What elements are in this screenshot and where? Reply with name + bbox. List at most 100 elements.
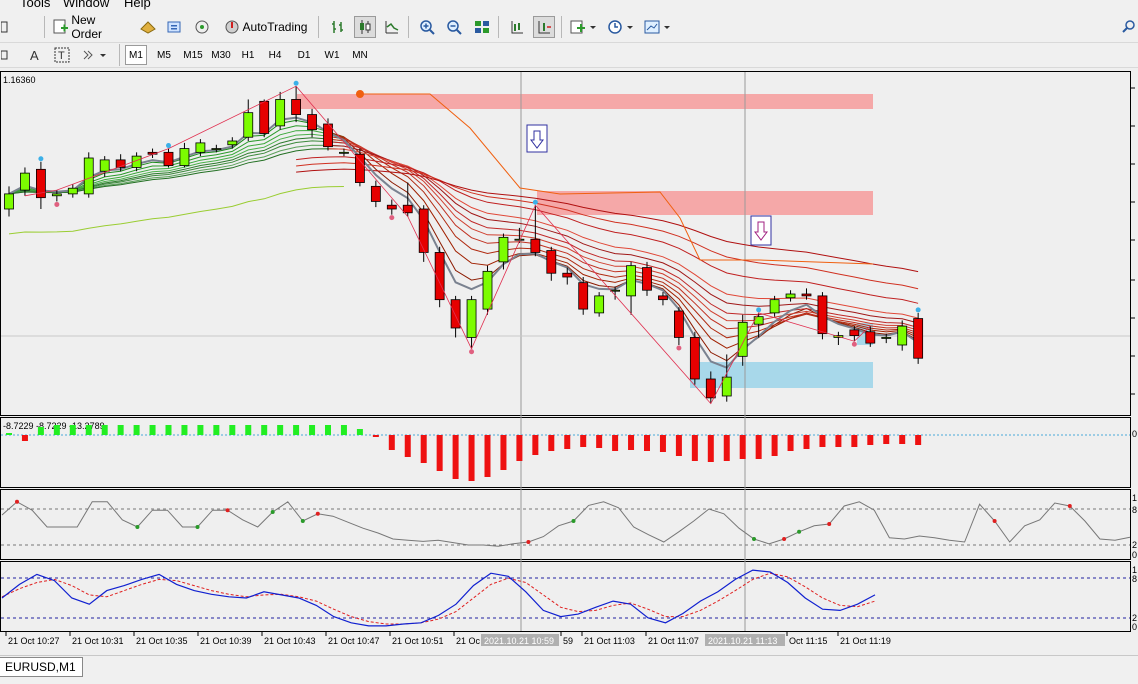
macd-bar: [6, 433, 12, 435]
timeframe-m15[interactable]: M15: [183, 49, 203, 61]
text-label-tool-icon[interactable]: T: [51, 44, 73, 66]
bull-candle: [99, 159, 110, 172]
terminal-icon[interactable]: [164, 16, 186, 38]
sell-arrow-icon-2: [750, 215, 772, 246]
bull-candle: [20, 172, 30, 191]
ma-ribbon-green-line: [8, 148, 344, 195]
bull-candle: [83, 157, 94, 195]
macd-values-label: -8.7229 -8.7229 -13.2789: [3, 421, 105, 431]
autotrading-button[interactable]: AutoTrading: [219, 16, 312, 38]
macd-bar: [340, 425, 347, 435]
crosshair-time-1: 2021.10.21 10:59: [484, 636, 554, 646]
crosshair-time-2: 2021.10.21 11:13: [708, 636, 777, 646]
oscillator-signal-dot: [270, 510, 275, 514]
expert-advisors-icon[interactable]: [137, 16, 159, 38]
line-chart-icon[interactable]: [381, 16, 403, 38]
time-axis-label: 21 Oct 10:39: [200, 636, 252, 646]
macd-bar: [532, 435, 539, 455]
bull-candle: [275, 99, 286, 127]
arrows-dropdown-icon[interactable]: [78, 44, 112, 66]
swing-point-marker: [532, 199, 538, 205]
macd-bar: [803, 435, 810, 449]
macd-bar: [899, 435, 906, 444]
macd-bar: [21, 435, 28, 441]
text-tool-icon[interactable]: A: [24, 44, 46, 66]
chart-canvas[interactable]: 1.16360 -8.7229 -8.7229 -13.2789 0 1 8 2…: [0, 68, 1138, 655]
macd-bar: [707, 435, 714, 462]
indicator-overlays: [24, 80, 921, 405]
rectangle-tool-icon[interactable]: [0, 44, 10, 66]
bear-candle: [450, 299, 461, 329]
bull-candle: [785, 293, 796, 299]
timeframe-d1[interactable]: D1: [297, 49, 311, 61]
macd-histogram: [6, 425, 922, 481]
macd-bar: [787, 435, 794, 451]
bear-candle: [291, 99, 302, 115]
timeframe-mn[interactable]: MN: [352, 49, 368, 61]
chart-tab-eurusd[interactable]: EURUSD,M1: [0, 657, 83, 677]
swing-point-marker: [915, 307, 921, 313]
svg-text:0: 0: [1132, 429, 1137, 439]
new-order-icon: [53, 19, 68, 34]
bear-candle: [658, 295, 668, 301]
bear-candle: [546, 250, 557, 274]
auto-scroll-icon[interactable]: [533, 16, 555, 38]
bull-candle: [179, 148, 190, 166]
menu-window[interactable]: Window: [63, 0, 110, 10]
chart-window[interactable]: 1.16360 -8.7229 -8.7229 -13.2789 0 1 8 2…: [0, 68, 1138, 655]
zoom-out-icon[interactable]: [443, 16, 465, 38]
tile-windows-icon[interactable]: [471, 16, 493, 38]
bull-candle: [514, 238, 525, 241]
search-icon[interactable]: [1120, 16, 1138, 38]
new-order-button[interactable]: New Order: [49, 13, 131, 41]
bar-chart-icon[interactable]: [327, 16, 349, 38]
bear-candle: [402, 204, 413, 214]
timeframe-m5[interactable]: M5: [157, 49, 171, 61]
macd-bar: [452, 435, 459, 479]
bear-candle: [705, 378, 716, 399]
menu-help[interactable]: Help: [124, 0, 151, 10]
zoom-in-icon[interactable]: [416, 16, 438, 38]
bull-candle: [339, 151, 349, 154]
oscillator-signal-dot: [1067, 504, 1072, 508]
macd-bar: [197, 425, 204, 435]
svg-text:0: 0: [1132, 622, 1137, 632]
zigzag-line: [24, 85, 871, 405]
time-axis-label: 21 Oct 10:51: [392, 636, 444, 646]
indicators-dropdown-icon[interactable]: [568, 16, 600, 38]
time-axis: 21 Oct 10:27 21 Oct 10:31 21 Oct 10:35 21 O…: [5, 632, 891, 646]
chart-shift-icon[interactable]: [506, 16, 528, 38]
crosshair-time-box-1: [481, 634, 559, 646]
macd-bar: [851, 435, 858, 447]
signals-icon[interactable]: [191, 16, 213, 38]
macd-bar: [819, 435, 826, 447]
macd-bar: [213, 425, 220, 435]
time-axis-label: 21 Oct 11:07: [648, 636, 699, 646]
resistance-zone-top: [297, 94, 873, 109]
periods-dropdown-icon[interactable]: [605, 16, 637, 38]
macd-bar: [612, 435, 619, 451]
macd-bar: [644, 435, 650, 451]
bear-candle: [674, 310, 684, 338]
svg-text:A: A: [30, 48, 39, 63]
macd-bar: [356, 429, 363, 435]
time-axis-label: 21 Oct 10:47: [328, 636, 380, 646]
templates-dropdown-icon[interactable]: [642, 16, 674, 38]
timeframe-m30[interactable]: M30: [211, 49, 231, 61]
toolbar-edge-icon[interactable]: [0, 16, 10, 38]
line-studies-toolbar: A T M1 M5 M15 M30 H1 H4 D1 W1 MN: [0, 43, 1138, 68]
menu-tools[interactable]: Tools: [20, 0, 51, 10]
oscillator-signal-dot: [315, 511, 320, 516]
timeframe-m1[interactable]: M1: [125, 45, 147, 65]
candlestick-chart-icon[interactable]: [354, 16, 376, 38]
timeframe-w1[interactable]: W1: [324, 49, 340, 61]
time-axis-label: 21 Oct 11:03: [584, 636, 635, 646]
bull-candle: [753, 316, 764, 325]
ma-slow-line: [296, 162, 919, 290]
macd-bar: [165, 425, 172, 435]
macd-bar: [277, 425, 284, 435]
bear-candle: [434, 252, 445, 301]
timeframe-h4[interactable]: H4: [268, 49, 282, 61]
oscillator-panel-frame: [0, 489, 1131, 560]
timeframe-h1[interactable]: H1: [241, 49, 255, 61]
